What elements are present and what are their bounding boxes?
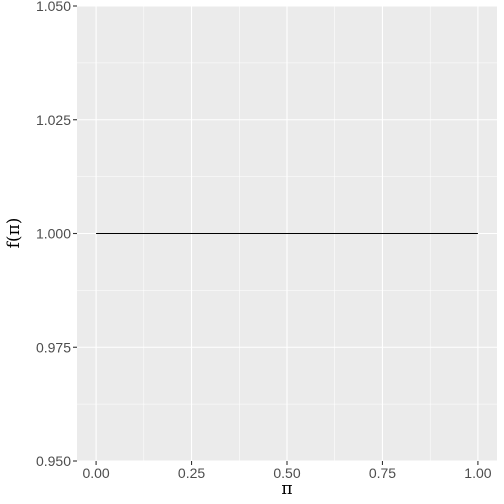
x-tick-label: 0.50 [273, 465, 300, 481]
y-axis: 0.950 0.975 1.000 1.025 1.050 [36, 0, 77, 469]
x-axis-title: π [281, 479, 292, 499]
y-tick-label: 1.000 [36, 226, 71, 242]
y-tick-label: 0.975 [36, 339, 71, 355]
x-tick-label: 0.75 [369, 465, 396, 481]
x-axis: 0.00 0.25 0.50 0.75 1.00 [82, 461, 492, 481]
x-tick-label: 0.00 [82, 465, 109, 481]
y-tick-label: 1.050 [36, 0, 71, 14]
y-tick-label: 0.950 [36, 453, 71, 469]
x-tick-label: 1.00 [464, 465, 491, 481]
y-axis-title: f(π) [4, 218, 24, 249]
x-tick-label: 0.25 [178, 465, 205, 481]
y-tick-label: 1.025 [36, 112, 71, 128]
